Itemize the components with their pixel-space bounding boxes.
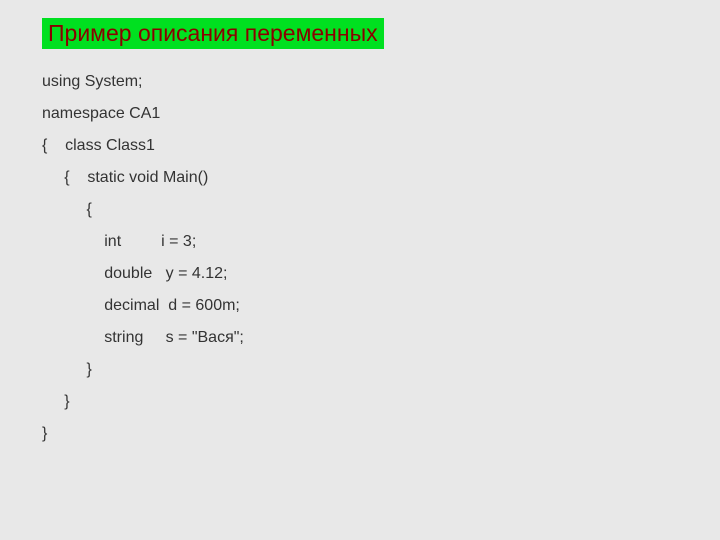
code-line: namespace CA1 [42,98,244,130]
code-line: } [42,386,244,418]
code-line: decimal d = 600m; [42,290,244,322]
code-line: using System; [42,66,244,98]
code-block: using System; namespace CA1 { class Clas… [42,66,244,450]
code-line: int i = 3; [42,226,244,258]
code-line: { class Class1 [42,130,244,162]
code-line: { static void Main() [42,162,244,194]
code-line: string s = "Вася"; [42,322,244,354]
code-line: double y = 4.12; [42,258,244,290]
code-line: } [42,354,244,386]
code-line: } [42,418,244,450]
slide-title: Пример описания переменных [42,18,384,49]
code-line: { [42,194,244,226]
